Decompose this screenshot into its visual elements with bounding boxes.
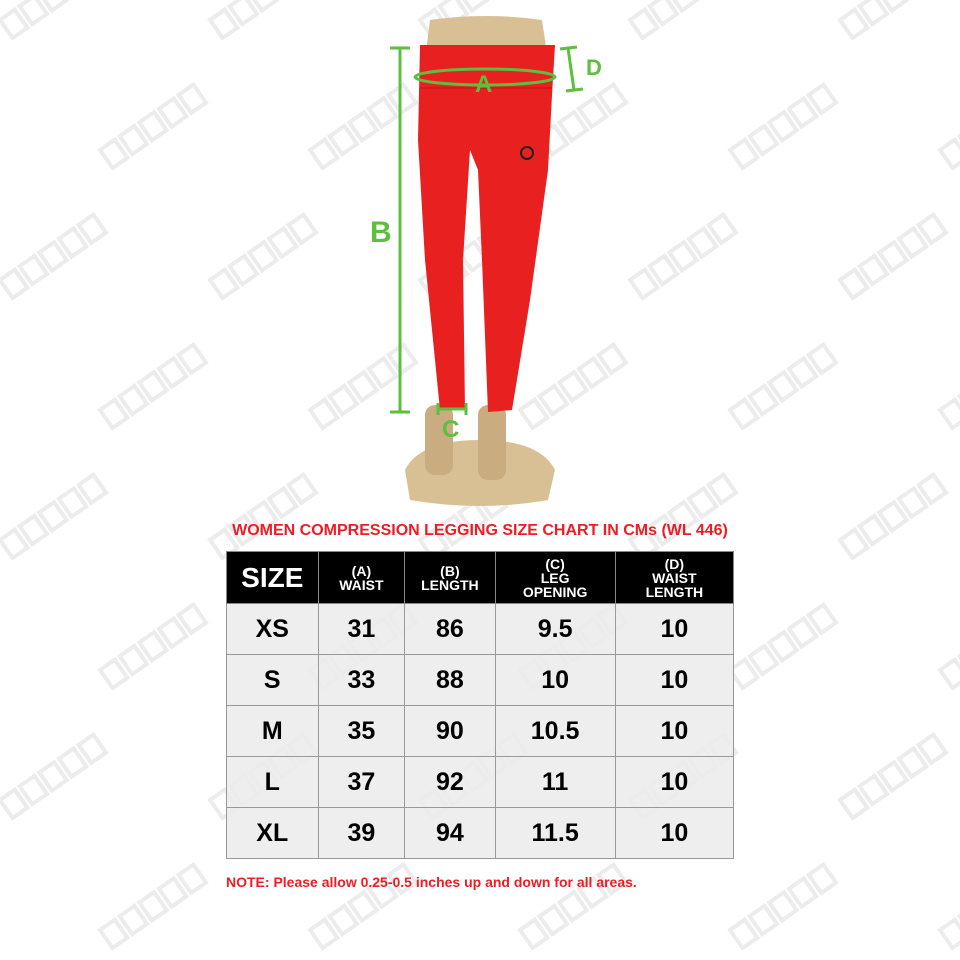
table-cell: 35 <box>317 705 406 757</box>
table-cell: 9.5 <box>494 603 616 655</box>
table-cell: 10 <box>614 807 735 859</box>
note: NOTE: Please allow 0.25-0.5 inches up an… <box>226 874 637 890</box>
table-cell: 10.5 <box>494 705 616 757</box>
header-length: (B) LENGTH <box>404 551 496 604</box>
label-a: A <box>475 71 492 98</box>
table-row: L 37 92 11 10 <box>226 756 735 808</box>
label-b: B <box>370 216 392 249</box>
table-cell: XS <box>226 603 319 655</box>
watermark-logo <box>0 731 109 821</box>
header-waist-length: (D) WAIST LENGTH <box>614 551 735 604</box>
table-cell: 11 <box>494 756 616 808</box>
table-row: XL 39 94 11.5 10 <box>226 807 735 859</box>
table-cell: S <box>226 654 319 706</box>
table-cell: 11.5 <box>494 807 616 859</box>
table-cell: 10 <box>614 603 735 655</box>
table-cell: 39 <box>317 807 406 859</box>
table-cell: 33 <box>317 654 406 706</box>
watermark-logo <box>727 861 839 951</box>
watermark-logo <box>727 601 839 691</box>
header-waist: (A) WAIST <box>317 551 406 604</box>
table-cell: 94 <box>404 807 496 859</box>
table-cell: 10 <box>614 705 735 757</box>
table-cell: 86 <box>404 603 496 655</box>
header-leg-opening: (C) LEG OPENING <box>494 551 616 604</box>
chart-title: WOMEN COMPRESSION LEGGING SIZE CHART IN … <box>232 522 728 539</box>
table-cell: 90 <box>404 705 496 757</box>
table-cell: 10 <box>614 654 735 706</box>
table-cell: XL <box>226 807 319 859</box>
label-c: C <box>442 416 459 443</box>
table-row: S 33 88 10 10 <box>226 654 735 706</box>
measurement-lines <box>390 45 584 415</box>
table-header-row: SIZE (A) WAIST (B) LENGTH (C) LEG OPENING (… <box>226 551 735 604</box>
table-cell: 31 <box>317 603 406 655</box>
table-cell: 37 <box>317 756 406 808</box>
legging-diagram: A B C D <box>370 16 602 506</box>
watermark-logo <box>937 903 960 951</box>
table-cell: 88 <box>404 654 496 706</box>
table-cell: 10 <box>494 654 616 706</box>
table-row: XS 31 86 9.5 10 <box>226 603 735 655</box>
legging <box>418 45 555 412</box>
table-row: M 35 90 10.5 10 <box>226 705 735 757</box>
table-cell: 10 <box>614 756 735 808</box>
watermark-logo <box>837 731 949 821</box>
table-cell: M <box>226 705 319 757</box>
table-cell: L <box>226 756 319 808</box>
watermark-logo <box>97 601 209 691</box>
table-cell: 92 <box>404 756 496 808</box>
label-d: D <box>586 55 602 80</box>
brand-logo-icon <box>520 146 534 160</box>
watermark-logo <box>97 861 209 951</box>
size-table: SIZE (A) WAIST (B) LENGTH (C) LEG OPENING (… <box>226 551 735 859</box>
header-size: SIZE <box>226 551 319 604</box>
watermark-logo <box>937 643 960 691</box>
